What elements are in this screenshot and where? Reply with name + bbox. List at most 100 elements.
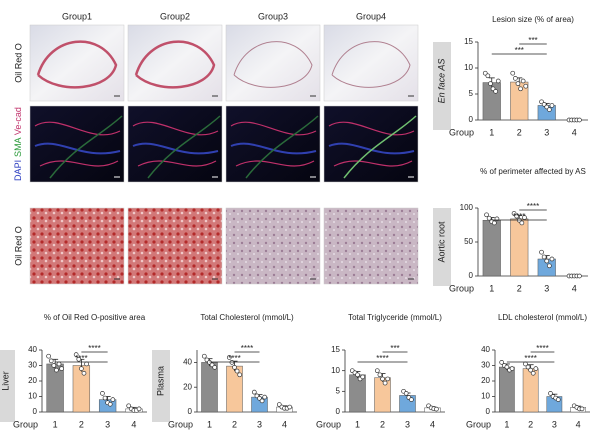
y-tick-label: 10 [481,392,490,401]
red-signal [328,121,415,167]
chart-title: Total Triglyceride (mmol/L) [348,313,442,322]
data-point [79,366,84,371]
green-signal [245,115,319,179]
red-signal [230,121,317,167]
y-tick-label: 10 [331,366,340,375]
chart-title: % of Oil Red O-positive area [44,313,146,322]
data-point [519,220,525,226]
micrograph [323,207,419,285]
significance-label: **** [376,354,388,363]
micrograph [323,24,419,102]
micrograph [29,207,125,285]
x-axis-label: Group [316,419,341,429]
data-point [544,258,550,264]
y-tick-label: 100 [460,203,474,212]
vessel-wall [233,41,313,88]
x-tick-label: 3 [552,419,557,429]
x-tick-label: 4 [430,419,435,429]
data-point [226,355,232,360]
x-tick-label: 2 [79,419,84,429]
red-signal [132,121,219,167]
data-point [486,215,492,221]
chart-title: % of perimeter affected by AS [480,167,586,176]
significance-label: *** [515,46,524,55]
data-point [523,83,529,89]
x-tick-label: 2 [232,419,237,429]
data-point [579,406,585,412]
data-point [493,89,498,94]
data-point [136,406,142,412]
bar [522,368,539,413]
bar [499,366,515,413]
y-tick-label: 5 [336,386,341,395]
row-label: Oil Red O [13,226,23,266]
data-point [548,391,553,396]
bar [482,219,501,277]
y-tick-label: 0 [469,115,474,124]
data-point [546,107,552,112]
data-point [201,353,207,359]
data-point [549,103,555,108]
data-point [234,368,240,374]
data-point [76,356,82,362]
data-point [380,376,385,382]
green-signal [343,115,417,179]
x-tick-label: 4 [572,127,577,137]
row-label-part: DAPI [13,160,23,181]
x-tick-label: 2 [528,419,533,429]
data-point [555,397,561,402]
data-point [51,363,57,368]
significance-label: **** [75,354,87,363]
data-point [515,81,521,86]
data-point [110,397,116,402]
y-tick-label: 0 [188,407,193,416]
y-tick-label: 20 [183,382,192,391]
data-point [577,273,582,279]
data-point [374,368,380,374]
data-point [54,367,59,373]
significance-label: **** [527,202,539,211]
side-label-box [433,208,451,286]
significance-label: **** [513,212,525,221]
data-point [409,397,414,402]
column-header: Group4 [356,11,386,21]
data-point [509,366,515,371]
y-tick-label: 20 [28,376,37,385]
significance-label: **** [228,354,240,363]
data-point [73,352,79,357]
x-tick-label: 2 [517,127,522,137]
x-tick-label: 1 [207,419,212,429]
data-point [488,81,493,86]
side-label-box [433,42,451,130]
data-point [510,70,516,76]
y-tick-label: 10 [28,392,37,401]
significance-label: **** [88,344,100,353]
micrograph [225,105,321,183]
side-label: Liver [0,371,10,391]
data-point [522,215,527,220]
side-label: Plasma [155,366,165,396]
blue-signal [132,142,219,155]
column-header: Group1 [62,11,92,21]
x-axis-label: Group [466,419,491,429]
bar [201,362,218,413]
y-tick-label: 30 [28,361,37,370]
x-tick-label: 3 [105,419,110,429]
data-point [434,406,439,412]
green-signal [49,115,123,179]
row-label-part: SMA [13,137,23,157]
data-point [504,364,510,370]
x-axis-label: Group [449,283,474,293]
x-axis-label: Group [449,127,474,137]
data-point [385,376,391,382]
data-point [81,370,87,376]
data-point [403,391,409,396]
bar [349,374,366,413]
chart-title: LDL cholesterol (mmol/L) [498,313,587,322]
row-label-part: Ve-cad [13,107,23,135]
y-tick-label: 5 [469,89,474,98]
x-tick-label: 3 [544,283,549,293]
data-point [485,73,491,79]
data-point [546,263,552,269]
significance-label: **** [536,344,548,353]
